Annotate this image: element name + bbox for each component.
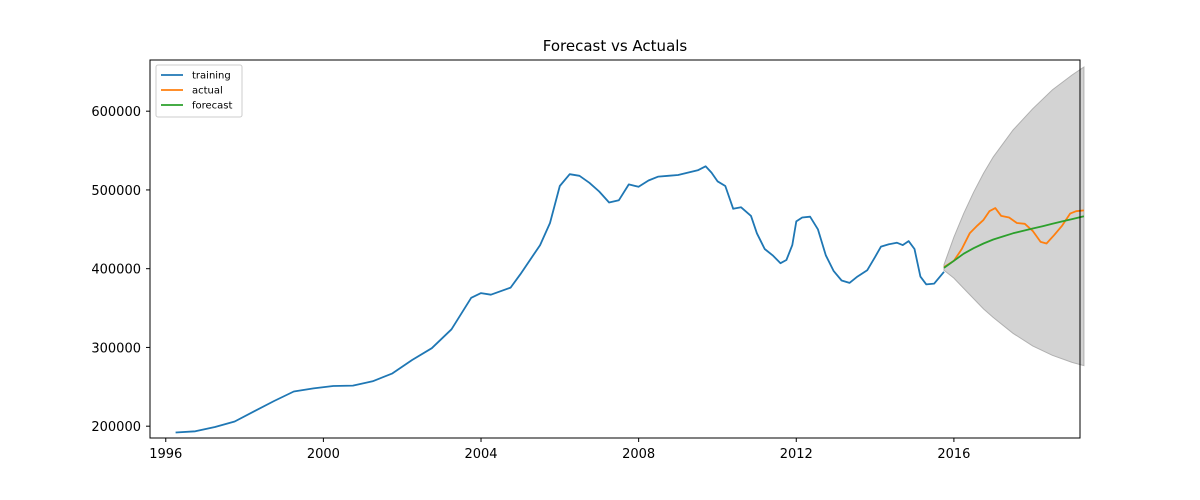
series-line-actual	[943, 207, 1084, 268]
chart-title: Forecast vs Actuals	[543, 37, 688, 55]
legend: training actual forecast	[155, 64, 243, 118]
y-tick-label: 500000	[91, 184, 141, 199]
y-tick-label: 200000	[91, 420, 141, 435]
y-tick-label: 300000	[91, 341, 141, 356]
series-line-forecast	[943, 215, 1085, 269]
plot-area	[175, 66, 1085, 434]
x-tick-label: 1996	[149, 447, 182, 462]
x-tick-label: 2000	[307, 447, 340, 462]
axes: 1996 2000 2004 2008 2012 2016 200000 300000 4000…	[91, 59, 1081, 462]
x-tick-label: 2008	[622, 447, 655, 462]
legend-box	[155, 64, 243, 118]
plot-frame	[149, 59, 1081, 439]
y-tick-label: 600000	[91, 105, 141, 120]
x-tick-label: 2004	[464, 447, 497, 462]
legend-label-training: training	[192, 71, 231, 82]
legend-label-actual: actual	[192, 86, 223, 97]
legend-label-forecast: forecast	[192, 101, 233, 112]
series-line-training	[175, 165, 945, 434]
x-tick-label: 2012	[780, 447, 813, 462]
x-tick-label: 2016	[937, 447, 970, 462]
confidence-band	[943, 66, 1085, 367]
y-tick-label: 400000	[91, 263, 141, 278]
